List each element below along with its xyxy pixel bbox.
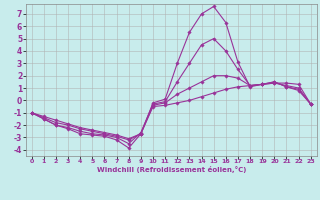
- X-axis label: Windchill (Refroidissement éolien,°C): Windchill (Refroidissement éolien,°C): [97, 166, 246, 173]
